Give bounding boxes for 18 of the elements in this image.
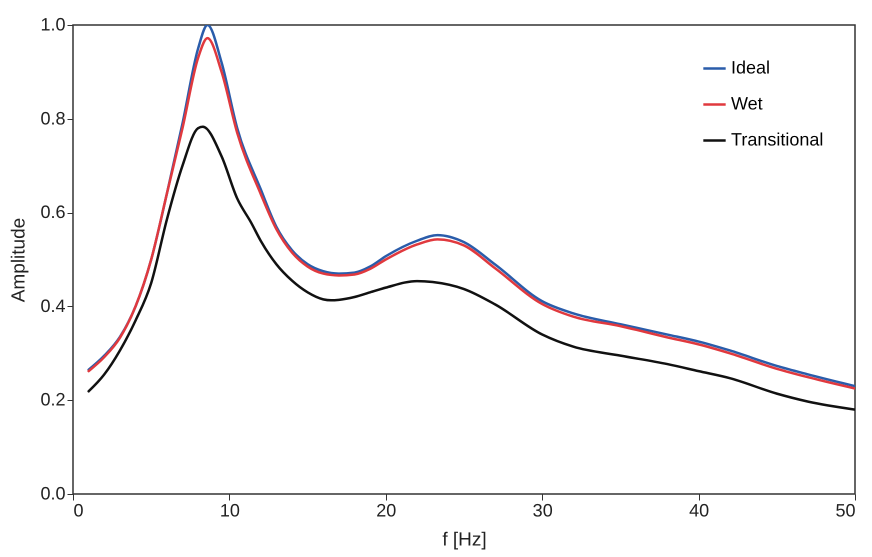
x-axis-title: f [Hz] xyxy=(442,530,487,550)
x-tick-label: 10 xyxy=(220,500,240,520)
y-tick-label: 0.0 xyxy=(40,484,66,504)
y-tick-label: 0.6 xyxy=(40,202,66,222)
x-tick-label: 50 xyxy=(835,500,856,520)
x-tick-label: 0 xyxy=(74,500,84,520)
line-series xyxy=(87,126,855,411)
legend-label: Transitional xyxy=(731,130,824,150)
x-tick-label: 30 xyxy=(532,500,553,520)
legend-label: Ideal xyxy=(731,58,770,78)
y-tick-label: 0.2 xyxy=(40,390,66,410)
y-axis-title: Amplitude xyxy=(8,218,30,302)
y-tick-label: 0.4 xyxy=(40,296,66,316)
legend-label: Wet xyxy=(731,94,763,114)
x-tick-label: 20 xyxy=(376,500,396,520)
x-tick-label: 40 xyxy=(689,500,710,520)
y-tick-label: 0.8 xyxy=(40,108,66,128)
y-tick-label: 1.0 xyxy=(40,14,66,34)
